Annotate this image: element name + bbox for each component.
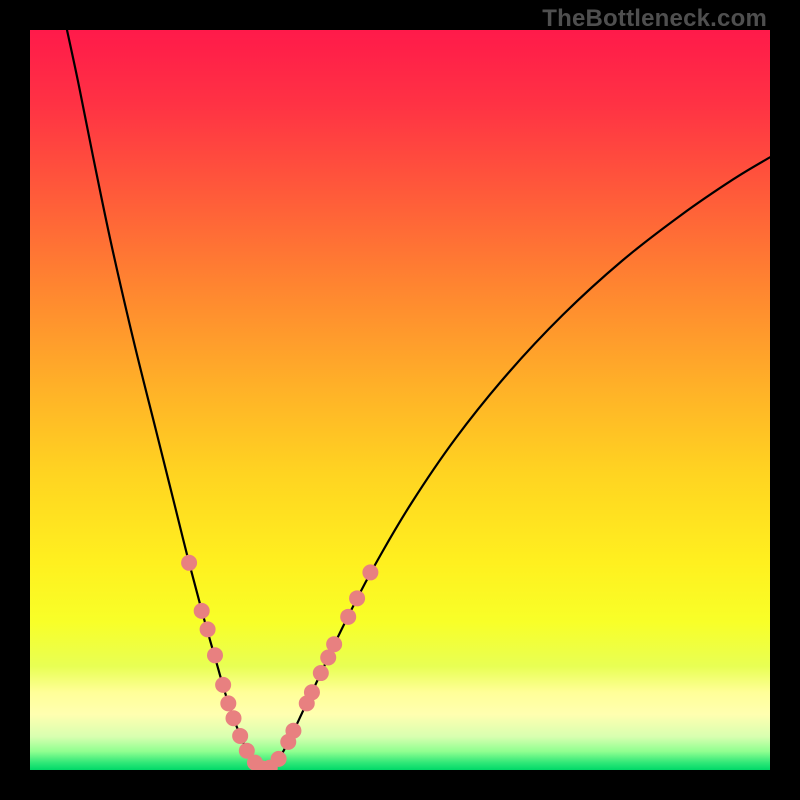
v-curve bbox=[67, 30, 770, 770]
data-marker bbox=[226, 710, 242, 726]
data-marker bbox=[285, 723, 301, 739]
data-marker bbox=[271, 751, 287, 767]
data-marker bbox=[194, 603, 210, 619]
plot-svg bbox=[30, 30, 770, 770]
data-marker bbox=[349, 590, 365, 606]
data-marker bbox=[313, 665, 329, 681]
data-marker bbox=[207, 647, 223, 663]
data-marker bbox=[215, 677, 231, 693]
watermark-text: TheBottleneck.com bbox=[542, 5, 767, 33]
data-marker bbox=[362, 564, 378, 580]
data-marker bbox=[304, 684, 320, 700]
plot-area bbox=[30, 30, 770, 770]
data-marker bbox=[326, 636, 342, 652]
chart-container: TheBottleneck.com bbox=[0, 0, 800, 800]
data-marker bbox=[200, 621, 216, 637]
data-marker bbox=[340, 609, 356, 625]
data-marker bbox=[232, 728, 248, 744]
data-marker bbox=[220, 695, 236, 711]
data-marker bbox=[181, 555, 197, 571]
markers-group bbox=[181, 555, 378, 770]
